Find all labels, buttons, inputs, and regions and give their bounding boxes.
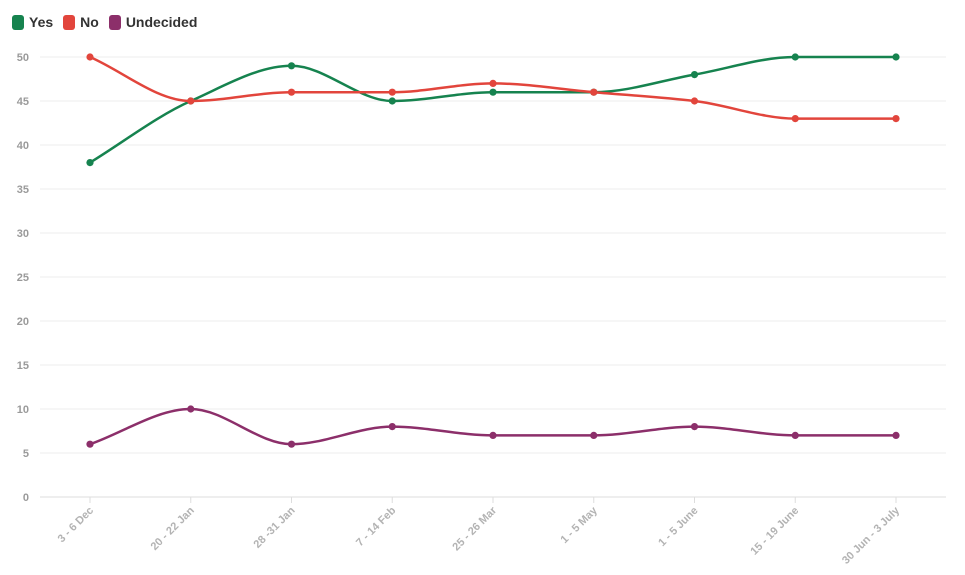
y-tick-label: 30 (17, 228, 29, 240)
data-point-undecided (791, 431, 799, 439)
data-point-undecided (388, 423, 396, 431)
x-tick-label: 1 - 5 June (656, 505, 700, 549)
y-tick-label: 50 (17, 52, 29, 64)
y-tick-label: 10 (17, 404, 29, 416)
y-tick-label: 40 (17, 140, 29, 152)
legend-swatch-no (63, 14, 76, 30)
legend-item-undecided[interactable]: Undecided (108, 14, 198, 30)
data-point-no (690, 97, 699, 105)
data-point-undecided (690, 423, 699, 431)
data-point-no (791, 115, 799, 123)
y-tick-label: 20 (17, 316, 29, 328)
series-line-yes (88, 55, 898, 164)
data-point-undecided (489, 431, 497, 439)
data-point-undecided (892, 431, 900, 439)
y-tick-label: 15 (17, 360, 29, 372)
y-tick-label: 5 (23, 448, 29, 460)
x-tick-label: 25 - 26 Mar (450, 504, 499, 553)
y-tick-label: 0 (23, 492, 29, 504)
x-tick-label: 7 - 14 Feb (354, 504, 399, 549)
x-tick-label: 30 Jun - 3 July (840, 504, 903, 567)
legend: Yes No Undecided (12, 14, 197, 30)
x-tick-label: 15 - 19 June (748, 505, 801, 558)
data-point-yes (287, 62, 296, 70)
legend-swatch-yes (12, 14, 24, 30)
data-point-no (388, 88, 396, 96)
data-point-yes (690, 71, 699, 79)
x-tick-label: 20 - 22 Jan (149, 504, 197, 552)
x-tick-label: 28 -31 Jan (252, 504, 298, 550)
data-point-yes (892, 53, 900, 61)
data-point-no (489, 79, 497, 87)
x-tick-label: 1 - 5 May (559, 504, 601, 546)
legend-label-yes: Yes (29, 14, 54, 30)
x-tick-label: 3 - 6 Dec (56, 505, 96, 545)
data-point-yes (388, 97, 396, 105)
legend-item-yes[interactable]: Yes (12, 14, 53, 30)
data-point-undecided (287, 440, 296, 448)
legend-label-no: No (80, 14, 99, 30)
legend-item-no[interactable]: No (63, 14, 99, 30)
data-point-undecided (86, 440, 94, 448)
data-point-yes (489, 88, 497, 96)
y-tick-label: 45 (17, 96, 29, 108)
data-point-yes (86, 159, 94, 167)
data-point-undecided (187, 405, 195, 413)
series-line-no (88, 55, 898, 120)
data-point-no (187, 97, 195, 105)
y-tick-label: 25 (17, 272, 29, 284)
data-point-no (892, 115, 900, 123)
data-point-yes (791, 53, 799, 61)
y-tick-label: 35 (17, 184, 29, 196)
legend-label-undecided: Undecided (125, 14, 198, 30)
data-point-no (287, 88, 296, 96)
data-point-no (590, 88, 598, 96)
data-point-no (86, 53, 94, 61)
legend-swatch-undecided (108, 14, 121, 30)
data-point-undecided (590, 431, 598, 439)
